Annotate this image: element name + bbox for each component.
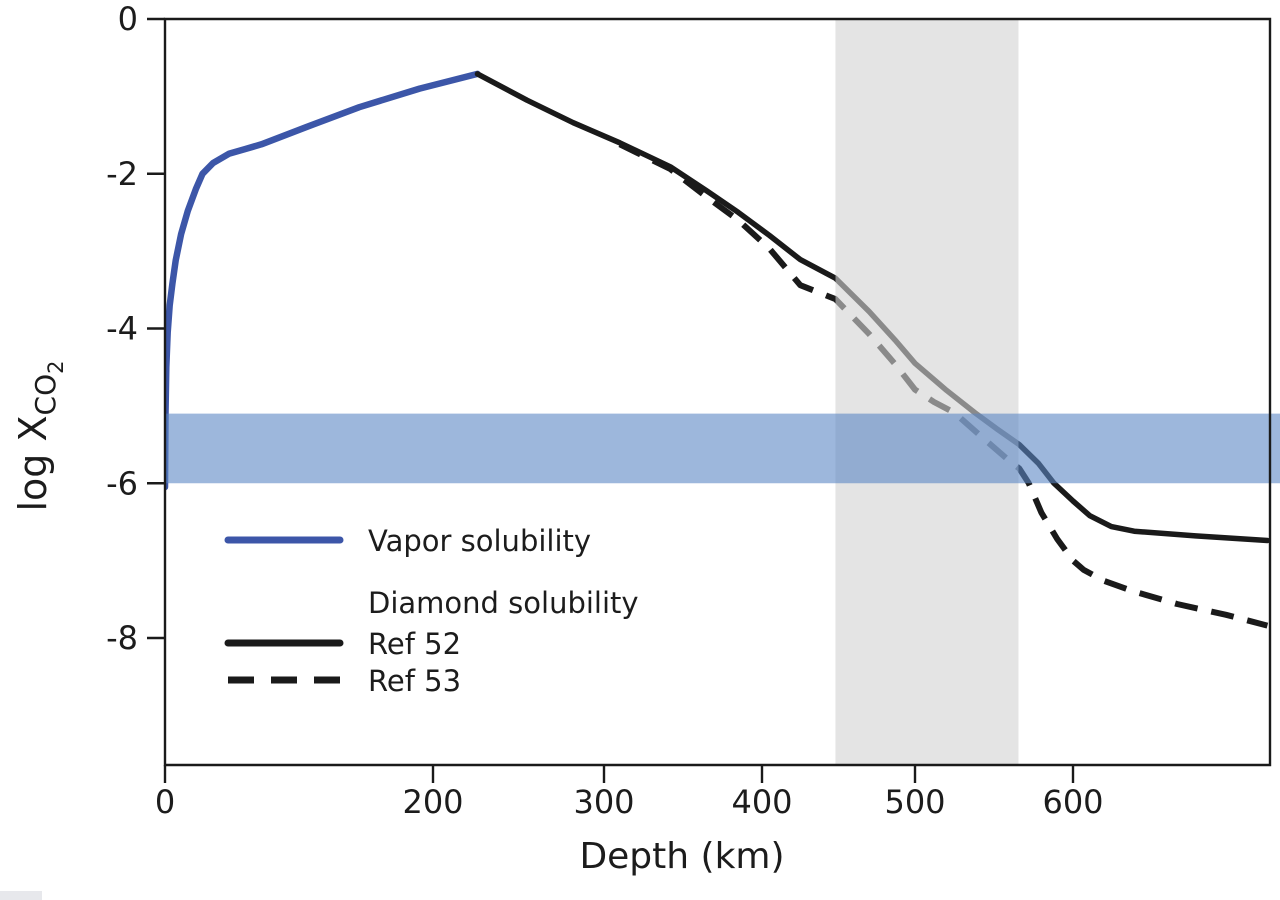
x-tick-label: 500: [884, 783, 945, 821]
axes-layer: 0 200 300 400 500 600 0 -2 -4 -6 -8: [106, 0, 1272, 821]
x-tick-label: 600: [1042, 783, 1103, 821]
y-tick-label: -2: [106, 155, 138, 193]
y-tick-label: 0: [118, 0, 138, 38]
gray-depth-band: [835, 20, 1019, 765]
y-tick-label: -8: [106, 619, 138, 657]
legend-label-ref-52: Ref 52: [368, 627, 461, 661]
cropped-corner-artifact: [0, 891, 42, 900]
y-axis-label-subscript: CO: [29, 374, 62, 416]
x-tick-label: 0: [155, 783, 175, 821]
gray-band-layer: [835, 20, 1019, 765]
legend-label-diamond-solubility: Diamond solubility: [368, 586, 639, 620]
x-axis-label: Depth (km): [579, 836, 784, 877]
y-axis-label-main: log X: [11, 415, 55, 511]
y-axis-label: log XCO2: [11, 360, 68, 511]
y-axis-label-subsubscript: 2: [44, 360, 68, 373]
series-layer: [165, 70, 1270, 629]
y-tick-label: -4: [106, 310, 138, 348]
series-vapor-solubility: [165, 70, 481, 491]
blue-solubility-band: [165, 413, 1280, 484]
y-tick-label: -6: [106, 464, 138, 502]
legend-label-vapor-solubility: Vapor solubility: [368, 524, 591, 558]
legend-layer: Vapor solubility Diamond solubility Ref 52…: [224, 524, 639, 698]
blue-band-layer: [165, 413, 1280, 484]
plot-frame: [163, 17, 1272, 767]
x-tick-label: 400: [731, 783, 792, 821]
legend-label-ref-53: Ref 53: [368, 664, 461, 698]
x-tick-label: 200: [402, 783, 463, 821]
x-tick-label: 300: [573, 783, 634, 821]
